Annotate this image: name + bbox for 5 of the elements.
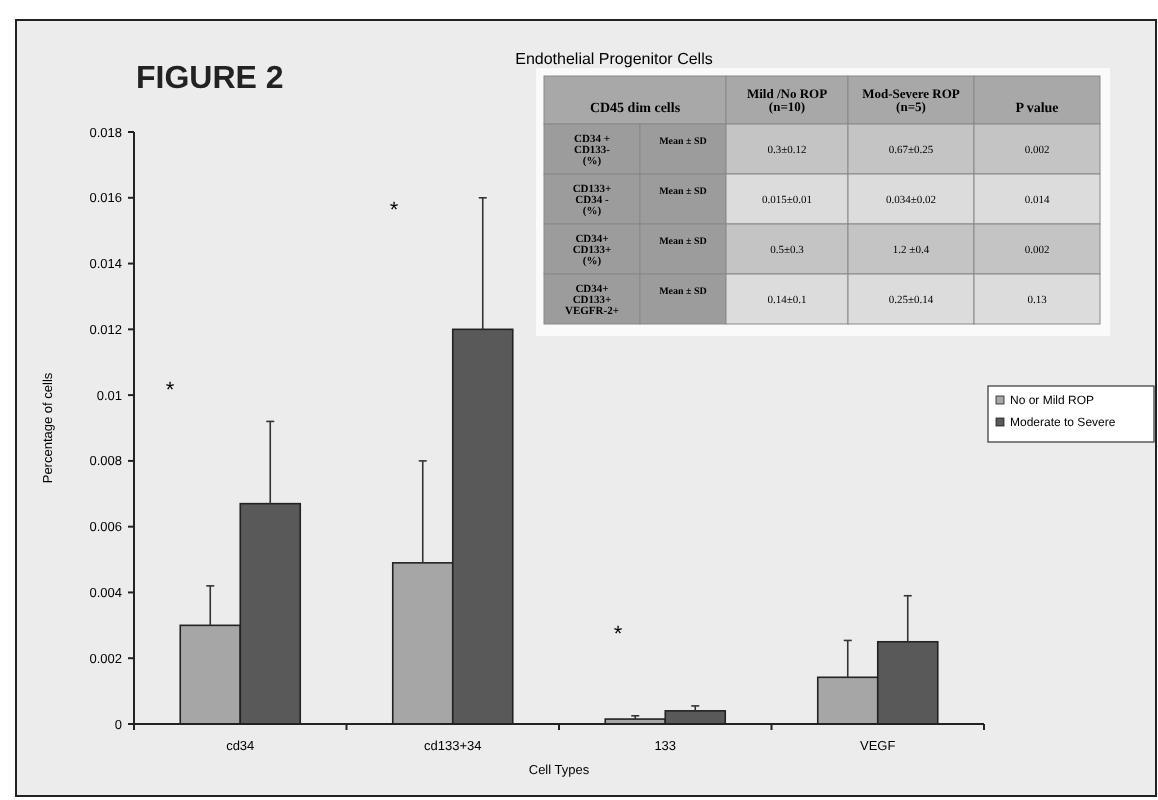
annotation: * — [613, 623, 624, 648]
annotation: * — [389, 199, 400, 224]
annotation: * — [165, 379, 176, 404]
chart-title: Endothelial Progenitor Cells — [515, 50, 713, 68]
caption: FIGURE 2 — [136, 62, 284, 96]
